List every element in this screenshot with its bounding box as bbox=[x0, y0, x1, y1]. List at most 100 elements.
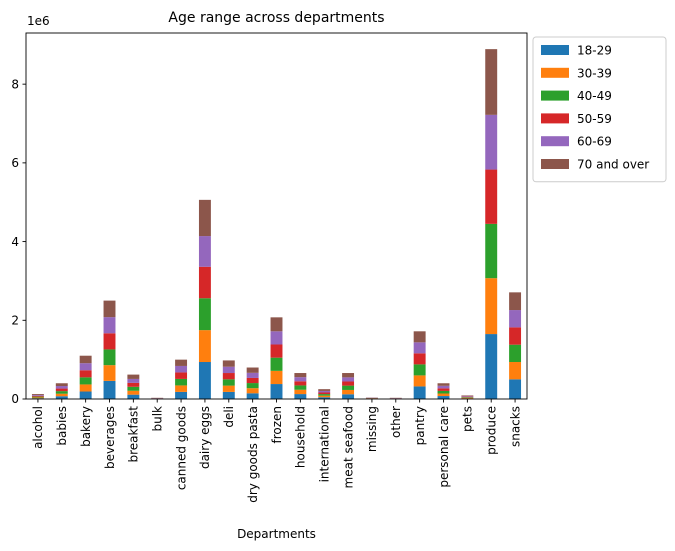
legend-swatch bbox=[541, 45, 569, 55]
y-tick-label: 8 bbox=[11, 77, 19, 91]
x-tick-label: breakfast bbox=[127, 406, 141, 463]
bar-segment-dry-goods-pasta-5 bbox=[246, 367, 259, 373]
x-tick-label: frozen bbox=[270, 406, 284, 444]
bar-segment-breakfast-4 bbox=[127, 378, 140, 383]
bar-segment-dry-goods-pasta-0 bbox=[246, 393, 259, 399]
x-tick-label: dry goods pasta bbox=[246, 406, 260, 503]
bar-segment-canned-goods-5 bbox=[175, 359, 188, 366]
x-tick-label: missing bbox=[365, 406, 379, 452]
bar-segment-dry-goods-pasta-2 bbox=[246, 383, 259, 389]
legend: 18-29 30-39 40-49 50-59 60-69 70 and over bbox=[532, 36, 667, 183]
y-tick-label: 4 bbox=[11, 235, 19, 249]
bar-segment-personal-care-3 bbox=[437, 388, 450, 391]
bar-segment-frozen-5 bbox=[270, 317, 283, 332]
bar-segment-breakfast-2 bbox=[127, 386, 140, 391]
bar-segment-babies-2 bbox=[55, 391, 68, 394]
x-tick-label: personal care bbox=[437, 406, 451, 488]
bar-segment-deli-2 bbox=[222, 379, 235, 386]
x-tick-label: babies bbox=[55, 406, 69, 446]
x-tick-label: snacks bbox=[508, 406, 522, 447]
bar-segment-meat-seafood-4 bbox=[342, 377, 355, 382]
bar-segment-pets-2 bbox=[461, 397, 474, 398]
x-tick-label: beverages bbox=[103, 406, 117, 469]
bar-segment-breakfast-5 bbox=[127, 374, 140, 379]
bar-segment-snacks-1 bbox=[509, 362, 522, 380]
x-tick-label: meat seafood bbox=[341, 406, 355, 488]
bar-segment-deli-3 bbox=[222, 373, 235, 380]
x-tick-label: pets bbox=[461, 406, 475, 432]
y-tick-label: 0 bbox=[11, 392, 19, 406]
bar-segment-snacks-5 bbox=[509, 292, 522, 311]
bar-segment-frozen-1 bbox=[270, 370, 283, 385]
bar-segment-personal-care-4 bbox=[437, 385, 450, 389]
bar-segment-international-3 bbox=[318, 392, 331, 395]
x-tick-label: alcohol bbox=[31, 406, 45, 449]
legend-entry: 50-59 bbox=[577, 112, 612, 126]
bar-segment-bakery-3 bbox=[79, 370, 92, 378]
bar-segment-international-2 bbox=[318, 394, 331, 396]
bar-segment-produce-0 bbox=[485, 334, 498, 399]
bar-segment-deli-0 bbox=[222, 391, 235, 399]
legend-entry: 60-69 bbox=[577, 135, 612, 149]
legend-entry: 30-39 bbox=[577, 66, 612, 80]
bar-segment-alcohol-2 bbox=[31, 396, 44, 398]
bar-segment-produce-4 bbox=[485, 114, 498, 170]
bar-segment-meat-seafood-0 bbox=[342, 394, 355, 399]
bar-segment-meat-seafood-3 bbox=[342, 381, 355, 386]
x-tick-label: pantry bbox=[413, 406, 427, 445]
x-tick-label: bulk bbox=[151, 406, 165, 432]
bar-segment-bakery-1 bbox=[79, 384, 92, 392]
bars-group bbox=[31, 49, 522, 399]
x-tick-label: produce bbox=[485, 406, 499, 455]
bar-segment-dairy-eggs-5 bbox=[198, 199, 211, 237]
bar-segment-frozen-0 bbox=[270, 384, 283, 399]
legend-swatch bbox=[541, 67, 569, 78]
bar-segment-pets-5 bbox=[461, 395, 474, 397]
x-tick-label: household bbox=[294, 406, 308, 468]
bar-segment-snacks-0 bbox=[509, 379, 522, 399]
legend-entry: 70 and over bbox=[577, 158, 649, 172]
bar-segment-babies-5 bbox=[55, 383, 68, 387]
bar-segment-frozen-3 bbox=[270, 344, 283, 358]
bar-segment-bakery-0 bbox=[79, 391, 92, 399]
bar-segment-international-5 bbox=[318, 389, 331, 391]
bar-segment-household-1 bbox=[294, 389, 307, 395]
x-tick-label: dairy eggs bbox=[198, 406, 212, 469]
bar-segment-frozen-2 bbox=[270, 357, 283, 371]
bar-segment-deli-1 bbox=[222, 385, 235, 392]
bar-segment-beverages-3 bbox=[103, 333, 116, 350]
legend-swatch bbox=[541, 113, 569, 124]
x-tick-label: other bbox=[389, 406, 403, 438]
bar-segment-meat-seafood-2 bbox=[342, 385, 355, 390]
bar-segment-breakfast-0 bbox=[127, 394, 140, 399]
bar-segment-beverages-4 bbox=[103, 317, 116, 334]
bar-segment-breakfast-1 bbox=[127, 390, 140, 395]
bar-segment-household-2 bbox=[294, 385, 307, 390]
bar-segment-meat-seafood-1 bbox=[342, 389, 355, 395]
bar-segment-babies-1 bbox=[55, 393, 68, 397]
bar-segment-alcohol-5 bbox=[31, 394, 44, 396]
bar-segment-personal-care-1 bbox=[437, 393, 450, 397]
bar-segment-frozen-4 bbox=[270, 331, 283, 345]
x-axis: alcohol babies bakery beverages breakfast bul… bbox=[31, 399, 522, 503]
bar-segment-deli-4 bbox=[222, 366, 235, 374]
bar-segment-bakery-2 bbox=[79, 377, 92, 385]
bar-segment-personal-care-2 bbox=[437, 390, 450, 394]
bar-segment-alcohol-3 bbox=[31, 395, 44, 397]
y-axis: 0 2 4 6 8 bbox=[11, 77, 26, 406]
bar-segment-household-3 bbox=[294, 381, 307, 386]
bar-segment-bakery-4 bbox=[79, 363, 92, 371]
bar-segment-dairy-eggs-3 bbox=[198, 266, 211, 299]
bar-segment-beverages-1 bbox=[103, 365, 116, 381]
bar-segment-canned-goods-2 bbox=[175, 378, 188, 386]
x-axis-label: Departments bbox=[237, 527, 316, 541]
chart-title: Age range across departments bbox=[168, 10, 384, 26]
bar-segment-pets-4 bbox=[461, 396, 474, 397]
bar-segment-meat-seafood-5 bbox=[342, 373, 355, 378]
x-tick-label: deli bbox=[222, 406, 236, 428]
bar-segment-bakery-5 bbox=[79, 355, 92, 364]
y-axis-offset-label: 1e6 bbox=[27, 14, 50, 28]
bar-segment-dry-goods-pasta-3 bbox=[246, 377, 259, 384]
bar-segment-canned-goods-1 bbox=[175, 385, 188, 392]
